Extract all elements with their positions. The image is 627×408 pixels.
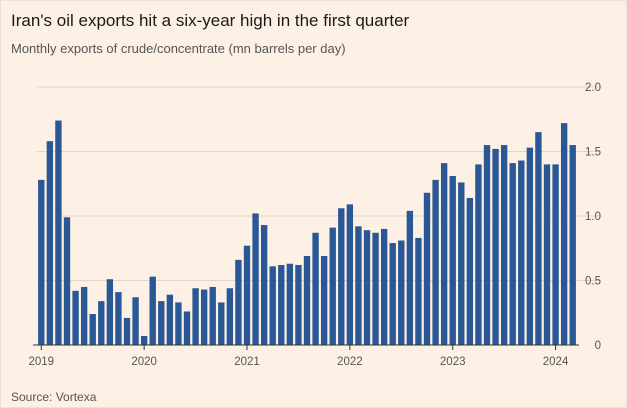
bar: [286, 263, 294, 345]
bar: [278, 265, 285, 345]
bar: [320, 255, 328, 345]
bar: [398, 240, 405, 345]
bar: [303, 255, 311, 345]
bar: [432, 179, 439, 345]
bar: [209, 286, 216, 345]
bar: [80, 286, 88, 345]
bar: [363, 230, 371, 345]
bar: [166, 294, 174, 345]
bar: [509, 163, 516, 345]
bar: [132, 297, 139, 345]
bar: [380, 228, 388, 345]
bar: [46, 141, 54, 345]
bar: [106, 279, 114, 345]
bar: [338, 208, 345, 345]
chart-title: Iran's oil exports hit a six-year high i…: [11, 11, 410, 30]
source-note: Source: Vortexa: [11, 390, 97, 404]
y-tick-label: 1.0: [585, 211, 601, 223]
bar: [552, 164, 559, 345]
bar: [98, 301, 105, 345]
x-tick-label: 2024: [543, 356, 569, 368]
bar: [483, 145, 491, 345]
bar: [329, 227, 336, 345]
bar: [312, 232, 319, 345]
bar: [192, 288, 199, 345]
x-tick-label: 2019: [28, 356, 54, 368]
bar: [226, 288, 234, 345]
bar: [149, 276, 156, 345]
bar: [458, 182, 465, 345]
bar: [372, 232, 379, 345]
bar: [55, 120, 62, 345]
bar: [449, 176, 456, 345]
y-tick-label: 0: [595, 340, 601, 352]
bar: [123, 317, 131, 345]
bar: [389, 243, 396, 345]
bar: [535, 132, 542, 345]
bar: [415, 237, 422, 345]
bar: [140, 335, 148, 345]
bar: [560, 123, 568, 346]
x-tick-label: 2021: [234, 356, 260, 368]
y-tick-label: 0.5: [585, 276, 601, 288]
bar: [158, 301, 165, 345]
bar: [423, 192, 431, 345]
bar: [200, 289, 208, 345]
bar: [492, 148, 499, 345]
bar: [295, 265, 302, 345]
bar: [475, 164, 482, 345]
bar: [346, 204, 354, 345]
bar: [406, 210, 414, 345]
bar: [269, 266, 276, 345]
chart-subtitle: Monthly exports of crude/concentrate (mn…: [11, 41, 346, 56]
y-tick-label: 2.0: [585, 82, 601, 94]
bar: [518, 160, 525, 345]
bar: [72, 290, 79, 345]
bar: [235, 259, 242, 345]
bar: [569, 145, 576, 345]
bar: [183, 311, 191, 345]
bar: [500, 145, 508, 345]
bar: [115, 292, 122, 345]
x-tick-label: 2022: [337, 356, 363, 368]
bar: [260, 225, 268, 345]
bar: [218, 302, 225, 345]
bar: [89, 314, 96, 345]
bar: [526, 147, 534, 345]
x-tick-label: 2023: [440, 356, 466, 368]
bar: [63, 217, 71, 345]
bar: [543, 164, 551, 345]
bar: [175, 302, 182, 345]
bar: [243, 245, 251, 345]
x-tick-label: 2020: [131, 356, 157, 368]
bar: [38, 179, 45, 345]
bar-chart: 0 0.5 1.0 1.5 2.0 2019 2020 2021 2022 2023 2024: [28, 82, 601, 368]
bar: [355, 226, 362, 345]
bar: [440, 163, 448, 345]
bar: [466, 197, 474, 345]
y-tick-label: 1.5: [585, 147, 601, 159]
bar: [252, 213, 259, 345]
